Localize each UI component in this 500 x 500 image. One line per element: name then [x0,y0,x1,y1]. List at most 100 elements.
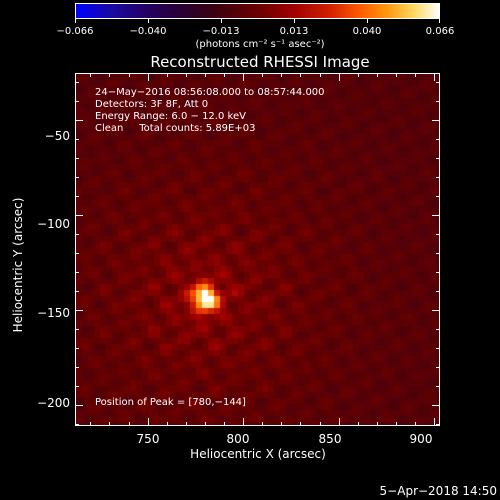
colorbar-tick: 0.013 [279,26,309,37]
axis-tick-mark [396,422,398,426]
axis-tick-mark [436,386,440,388]
axis-tick-mark [75,348,79,350]
axis-tick-mark [204,422,206,426]
axis-tick-mark [396,73,398,77]
axis-tick-mark [75,386,79,388]
axis-tick-mark [281,422,283,426]
axis-tick-mark [436,272,440,274]
axis-tick-mark [224,422,226,426]
axis-tick-mark [436,253,440,255]
axis-tick-mark [128,73,130,77]
axis-tick-mark [300,422,302,426]
axis-tick-mark [436,424,440,426]
colorbar-units: (photons cm⁻² s⁻¹ asec⁻²) [195,39,325,50]
axis-tick-mark [436,367,440,369]
colorbar-tick: 0.040 [352,26,382,37]
axis-tick-mark [75,310,83,312]
axis-tick-mark [75,158,79,160]
axis-tick-mark [281,73,283,77]
axis-tick-mark [376,422,378,426]
colorbar-tick-mark [294,19,295,23]
axis-tick-mark [185,422,187,426]
axis-tick-mark [432,120,440,122]
colorbar [75,3,440,19]
colorbar-tick-mark [148,19,149,23]
axis-tick-mark [243,73,245,81]
axis-tick-mark [432,405,440,407]
colorbar-tick-mark [75,19,76,23]
colorbar-tick: −0.013 [202,26,240,37]
axis-tick-mark [376,73,378,77]
rhessi-image-plot [75,73,440,426]
y-axis-label: Heliocentric Y (arcsec) [11,197,25,333]
axis-tick-mark [436,291,440,293]
x-tick-label: 750 [136,432,160,446]
axis-tick-mark [75,367,79,369]
axis-tick-mark [338,73,340,81]
axis-tick-mark [436,101,440,103]
axis-tick-mark [90,73,92,77]
colorbar-tick-mark [439,19,440,23]
axis-tick-mark [75,196,79,198]
axis-tick-mark [432,215,440,217]
rhessi-flux-map [76,74,439,425]
axis-tick-mark [75,253,79,255]
axis-tick-mark [243,418,245,426]
axis-tick-mark [262,73,264,77]
axis-tick-mark [166,73,168,77]
axis-tick-mark [300,73,302,77]
axis-tick-mark [128,422,130,426]
axis-tick-mark [75,272,79,274]
x-tick-label: 900 [409,432,433,446]
y-tick-label: −50 [44,129,70,143]
axis-tick-mark [357,422,359,426]
axis-tick-mark [166,422,168,426]
axis-tick-mark [415,422,417,426]
x-tick-label: 800 [226,432,250,446]
colorbar-tick-mark [221,19,222,23]
axis-tick-mark [109,73,111,77]
colorbar-tick: −0.040 [129,26,167,37]
axis-tick-mark [436,329,440,331]
y-tick-label: −150 [37,306,70,320]
axis-tick-mark [357,73,359,77]
axis-tick-mark [185,73,187,77]
axis-tick-mark [75,329,79,331]
axis-tick-mark [436,82,440,84]
axis-tick-mark [75,101,79,103]
timestamp: 5−Apr−2018 14:50 [379,484,497,498]
info-time-range: 24−May−2016 08:56:08.000 to 08:57:44.000 [95,87,325,98]
image-title: Reconstructed RHESSI Image [150,53,370,71]
colorbar-tick-mark [367,19,368,23]
info-peak-position: Position of Peak = [780,−144] [95,397,246,408]
axis-tick-mark [436,139,440,141]
axis-tick-mark [147,418,149,426]
axis-tick-mark [436,348,440,350]
axis-tick-mark [75,424,79,426]
axis-tick-mark [75,82,79,84]
info-detectors: Detectors: 3F 8F, Att 0 [95,99,209,110]
axis-tick-mark [434,73,436,81]
colorbar-tick: 0.066 [425,26,455,37]
axis-tick-mark [319,73,321,77]
axis-tick-mark [436,196,440,198]
axis-tick-mark [436,177,440,179]
axis-tick-mark [432,310,440,312]
axis-tick-mark [109,422,111,426]
axis-tick-mark [415,73,417,77]
info-clean-counts: Clean Total counts: 5.89E+03 [95,123,256,134]
axis-tick-mark [434,418,436,426]
axis-tick-mark [436,234,440,236]
axis-tick-mark [75,120,83,122]
y-tick-label: −100 [37,217,70,231]
info-energy-range: Energy Range: 6.0 − 12.0 keV [95,111,246,122]
axis-tick-mark [262,422,264,426]
axis-tick-mark [75,234,79,236]
y-tick-label: −200 [37,396,70,410]
x-axis-label: Heliocentric X (arcsec) [190,447,326,461]
axis-tick-mark [338,418,340,426]
axis-tick-mark [75,215,83,217]
axis-tick-mark [90,422,92,426]
colorbar-tick: −0.066 [56,26,94,37]
x-tick-label: 850 [318,432,342,446]
